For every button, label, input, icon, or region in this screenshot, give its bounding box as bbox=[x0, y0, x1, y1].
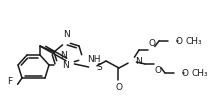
Text: CH₃: CH₃ bbox=[191, 68, 208, 77]
Text: S: S bbox=[96, 63, 102, 73]
Text: N: N bbox=[135, 56, 142, 65]
Text: N: N bbox=[62, 60, 69, 70]
Text: N: N bbox=[63, 30, 69, 39]
Text: F: F bbox=[7, 77, 12, 86]
Text: N: N bbox=[60, 51, 67, 60]
Text: NH: NH bbox=[87, 54, 101, 63]
Text: O: O bbox=[154, 66, 161, 75]
Text: O: O bbox=[148, 39, 155, 48]
Text: O: O bbox=[181, 68, 188, 77]
Text: CH₃: CH₃ bbox=[185, 36, 202, 45]
Text: O: O bbox=[175, 36, 182, 45]
Text: O: O bbox=[115, 83, 122, 92]
